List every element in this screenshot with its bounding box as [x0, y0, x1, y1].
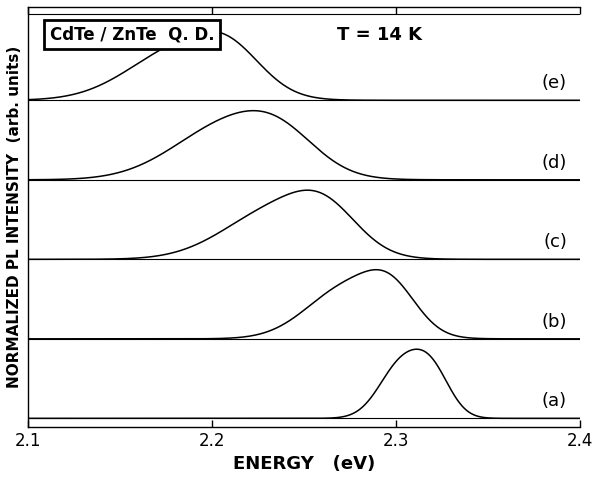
Text: (c): (c) [543, 233, 567, 251]
Text: (d): (d) [542, 154, 567, 171]
Text: T = 14 K: T = 14 K [337, 25, 422, 44]
Text: (a): (a) [542, 392, 567, 410]
Text: (b): (b) [541, 312, 567, 331]
Text: (e): (e) [542, 74, 567, 92]
X-axis label: ENERGY   (eV): ENERGY (eV) [233, 455, 375, 473]
Y-axis label: NORMALIZED PL INTENSITY  (arb. units): NORMALIZED PL INTENSITY (arb. units) [7, 46, 22, 388]
Text: CdTe / ZnTe  Q. D.: CdTe / ZnTe Q. D. [50, 25, 214, 44]
